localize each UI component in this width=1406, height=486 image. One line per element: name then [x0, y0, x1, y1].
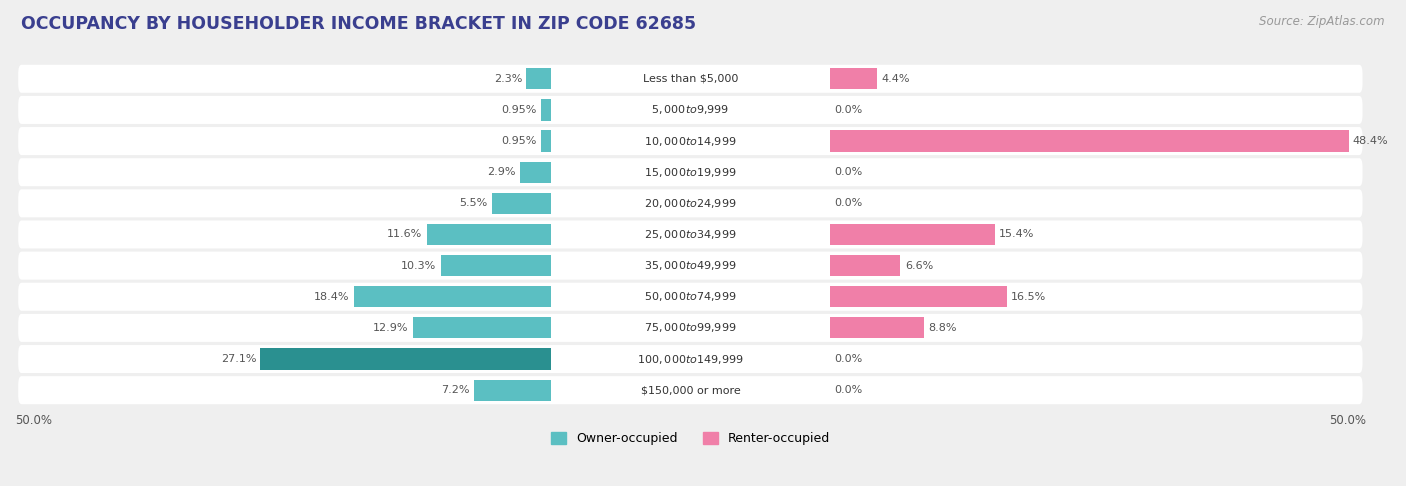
FancyBboxPatch shape: [18, 252, 1362, 279]
Text: 50.0%: 50.0%: [15, 414, 52, 427]
Text: $50,000 to $74,999: $50,000 to $74,999: [644, 290, 737, 303]
Text: 0.0%: 0.0%: [834, 385, 862, 395]
Bar: [830, 317, 924, 338]
Legend: Owner-occupied, Renter-occupied: Owner-occupied, Renter-occupied: [546, 427, 835, 451]
Text: 2.9%: 2.9%: [486, 167, 516, 177]
Text: 0.0%: 0.0%: [834, 198, 862, 208]
Text: 50.0%: 50.0%: [1329, 414, 1365, 427]
Text: 0.0%: 0.0%: [834, 105, 862, 115]
Text: 0.0%: 0.0%: [834, 167, 862, 177]
Bar: [413, 317, 551, 338]
Bar: [830, 224, 995, 245]
FancyBboxPatch shape: [18, 283, 1362, 311]
Bar: [830, 68, 877, 89]
Text: $35,000 to $49,999: $35,000 to $49,999: [644, 259, 737, 272]
Text: $10,000 to $14,999: $10,000 to $14,999: [644, 135, 737, 148]
Text: $15,000 to $19,999: $15,000 to $19,999: [644, 166, 737, 179]
FancyBboxPatch shape: [18, 158, 1362, 186]
Bar: [492, 193, 551, 214]
Text: 16.5%: 16.5%: [1011, 292, 1046, 302]
FancyBboxPatch shape: [18, 314, 1362, 342]
Text: Source: ZipAtlas.com: Source: ZipAtlas.com: [1260, 15, 1385, 28]
Text: 12.9%: 12.9%: [373, 323, 408, 333]
Text: $100,000 to $149,999: $100,000 to $149,999: [637, 352, 744, 365]
Text: $150,000 or more: $150,000 or more: [641, 385, 740, 395]
Bar: [526, 68, 551, 89]
Bar: [474, 380, 551, 401]
Text: 18.4%: 18.4%: [314, 292, 350, 302]
Text: 0.95%: 0.95%: [501, 136, 537, 146]
Bar: [520, 162, 551, 183]
Text: 7.2%: 7.2%: [441, 385, 470, 395]
FancyBboxPatch shape: [18, 96, 1362, 124]
Bar: [541, 130, 551, 152]
Text: 2.3%: 2.3%: [494, 74, 522, 84]
Text: 0.95%: 0.95%: [501, 105, 537, 115]
Text: 0.0%: 0.0%: [834, 354, 862, 364]
FancyBboxPatch shape: [18, 376, 1362, 404]
Text: $25,000 to $34,999: $25,000 to $34,999: [644, 228, 737, 241]
FancyBboxPatch shape: [18, 127, 1362, 155]
Bar: [354, 286, 551, 307]
Bar: [260, 348, 551, 370]
Text: 8.8%: 8.8%: [928, 323, 957, 333]
FancyBboxPatch shape: [18, 65, 1362, 93]
Text: $20,000 to $24,999: $20,000 to $24,999: [644, 197, 737, 210]
FancyBboxPatch shape: [18, 345, 1362, 373]
Bar: [426, 224, 551, 245]
Text: OCCUPANCY BY HOUSEHOLDER INCOME BRACKET IN ZIP CODE 62685: OCCUPANCY BY HOUSEHOLDER INCOME BRACKET …: [21, 15, 696, 33]
Bar: [830, 286, 1007, 307]
Text: 15.4%: 15.4%: [1000, 229, 1035, 240]
Text: 4.4%: 4.4%: [882, 74, 910, 84]
Bar: [830, 255, 900, 276]
Text: 11.6%: 11.6%: [387, 229, 422, 240]
Bar: [830, 130, 1348, 152]
FancyBboxPatch shape: [18, 221, 1362, 248]
Text: 6.6%: 6.6%: [905, 260, 934, 271]
Bar: [440, 255, 551, 276]
Text: $5,000 to $9,999: $5,000 to $9,999: [651, 104, 730, 117]
Text: 5.5%: 5.5%: [460, 198, 488, 208]
Text: Less than $5,000: Less than $5,000: [643, 74, 738, 84]
Bar: [541, 99, 551, 121]
Text: 48.4%: 48.4%: [1353, 136, 1389, 146]
Text: 10.3%: 10.3%: [401, 260, 436, 271]
Text: $75,000 to $99,999: $75,000 to $99,999: [644, 321, 737, 334]
Text: 27.1%: 27.1%: [221, 354, 256, 364]
FancyBboxPatch shape: [18, 190, 1362, 217]
